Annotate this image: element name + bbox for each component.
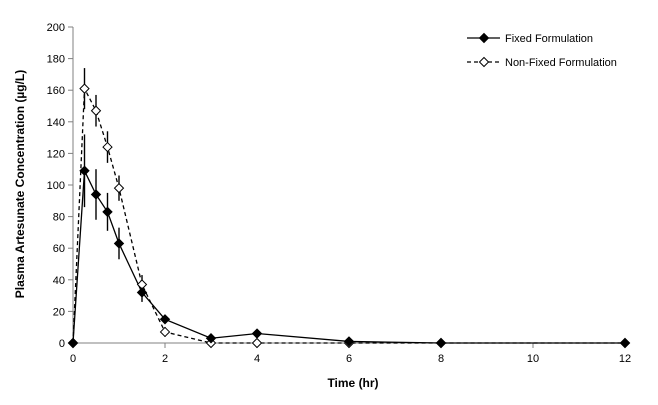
legend-label-1: Non-Fixed Formulation xyxy=(505,57,617,69)
series-0-point xyxy=(79,165,90,176)
x-tick-label: 6 xyxy=(346,353,352,365)
y-tick-label: 180 xyxy=(47,54,65,66)
y-tick-label: 40 xyxy=(53,275,65,287)
data-markers xyxy=(67,83,631,349)
legend-marker-1 xyxy=(478,56,490,68)
series-0-point xyxy=(90,189,102,200)
series-0-point xyxy=(67,337,79,349)
series-1-point xyxy=(251,337,263,349)
error-bars xyxy=(83,68,350,343)
series-0-line xyxy=(72,168,625,344)
x-tick-label: 8 xyxy=(438,353,444,365)
y-tick-label: 120 xyxy=(47,148,65,160)
data-series xyxy=(72,86,625,344)
series-0-point xyxy=(113,238,125,249)
y-tick-label: 140 xyxy=(47,117,65,129)
series-0-point xyxy=(136,287,148,298)
x-tick-label: 0 xyxy=(70,353,76,365)
x-tick-label: 12 xyxy=(619,353,631,365)
x-tick-label: 4 xyxy=(254,353,260,365)
y-tick-label: 60 xyxy=(53,243,65,255)
series-0-point xyxy=(159,314,171,325)
series-0-point xyxy=(205,333,217,344)
series-1-point xyxy=(79,83,90,94)
series-0-point xyxy=(251,328,263,339)
y-tick-label: 100 xyxy=(47,180,65,192)
x-tick-label: 10 xyxy=(527,353,539,365)
series-0-point xyxy=(102,206,113,218)
series-1-point xyxy=(90,105,102,116)
series-1-line xyxy=(72,86,625,344)
axis-labels: Time (hr) Plasma Artesunate Concentratio… xyxy=(13,70,379,390)
axes xyxy=(72,27,625,344)
y-tick-label: 80 xyxy=(53,212,65,224)
legend-marker-0 xyxy=(478,32,490,44)
series-0-point xyxy=(619,337,631,349)
y-tick-label: 200 xyxy=(47,22,65,34)
series-1-point xyxy=(159,326,171,338)
y-axis-title: Plasma Artesunate Concentration (µg/L) xyxy=(13,70,27,299)
y-tick-label: 160 xyxy=(47,85,65,97)
x-tick-label: 2 xyxy=(162,353,168,365)
tick-marks: 0 20 40 60 80 100 120 140 160 180 200 0 2 4 6 8 10 12 xyxy=(47,22,631,365)
legend-label-0: Fixed Formulation xyxy=(505,33,593,45)
series-1-point xyxy=(102,141,113,153)
series-1-point xyxy=(113,182,125,194)
series-0-point xyxy=(435,337,447,349)
y-tick-label: 0 xyxy=(59,338,65,350)
series-0-point xyxy=(343,336,355,347)
x-axis-title: Time (hr) xyxy=(327,376,378,390)
y-tick-label: 20 xyxy=(53,306,65,318)
legend: Fixed Formulation Non-Fixed Formulation xyxy=(467,32,617,69)
